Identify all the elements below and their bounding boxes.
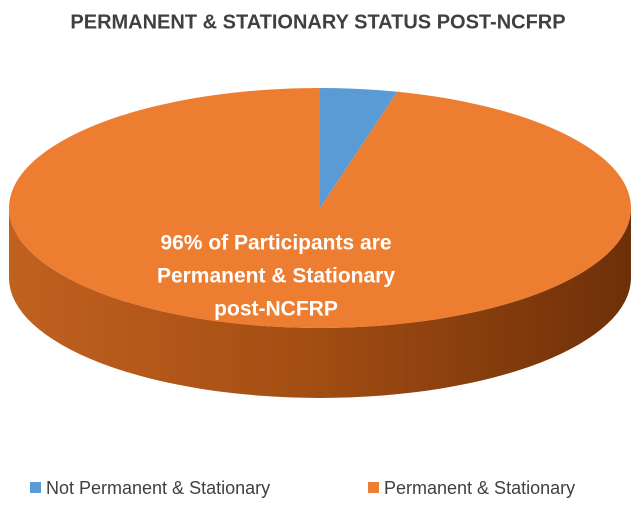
- legend-label: Permanent & Stationary: [384, 478, 575, 498]
- legend-swatch: [30, 482, 41, 493]
- annotation: 96% of Participants are: [160, 232, 391, 255]
- chart-title: PERMANENT & STATIONARY STATUS POST-NCFRP: [70, 11, 565, 33]
- annotation: post-NCFRP: [214, 298, 338, 321]
- pie-slice: [320, 88, 398, 208]
- pie-slice: [8, 88, 631, 328]
- pie-side: [9, 208, 631, 398]
- annotation: Permanent & Stationary: [157, 265, 395, 288]
- legend-swatch: [368, 482, 379, 493]
- legend-label: Not Permanent & Stationary: [46, 478, 270, 498]
